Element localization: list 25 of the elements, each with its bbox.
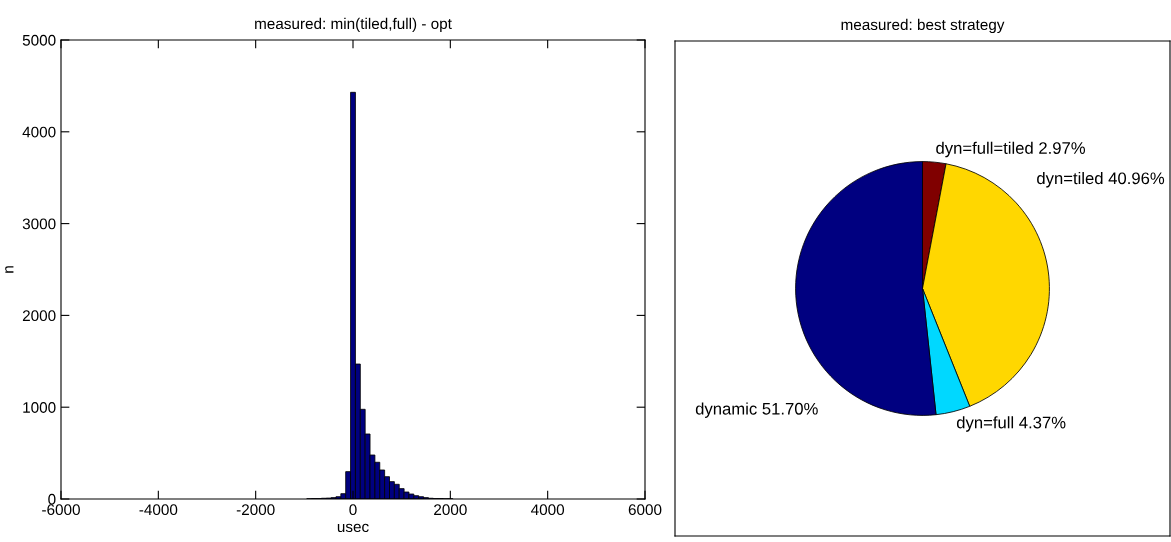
slice-label: dynamic: [695, 402, 757, 418]
data-label: 40.96%: [1108, 172, 1165, 185]
chart-title: measured: best strategy: [841, 18, 1005, 34]
y-tick-label: 2000: [22, 310, 56, 322]
data-label: 51.70%: [762, 402, 818, 415]
chart-title: measured: min(tiled,full) - opt: [255, 17, 452, 33]
x-tick-label: 2000: [434, 504, 467, 516]
x-tick-label: 4000: [531, 504, 565, 516]
y-axis-title: n: [5, 266, 14, 273]
slice-label: dyn=tiled: [1037, 171, 1103, 188]
x-tick-label: -2000: [236, 504, 275, 516]
y-tick-label: 5000: [22, 34, 56, 46]
data-label: 4.37%: [1019, 416, 1066, 429]
y-tick-label: 0: [48, 493, 56, 505]
x-tick-label: 6000: [628, 504, 662, 516]
x-axis-title: usec: [337, 523, 369, 533]
x-tick-label: -4000: [139, 504, 178, 516]
y-tick-label: 3000: [22, 218, 56, 230]
data-label: 2.97%: [1039, 142, 1086, 154]
slice-label: dyn=full: [956, 416, 1014, 432]
y-tick-label: 1000: [23, 402, 56, 413]
slice-label: dyn=full=tiled: [936, 141, 1033, 158]
x-tick-label: -6000: [42, 504, 80, 516]
y-tick-label: 4000: [22, 126, 56, 138]
x-tick-label: 0: [349, 504, 357, 516]
